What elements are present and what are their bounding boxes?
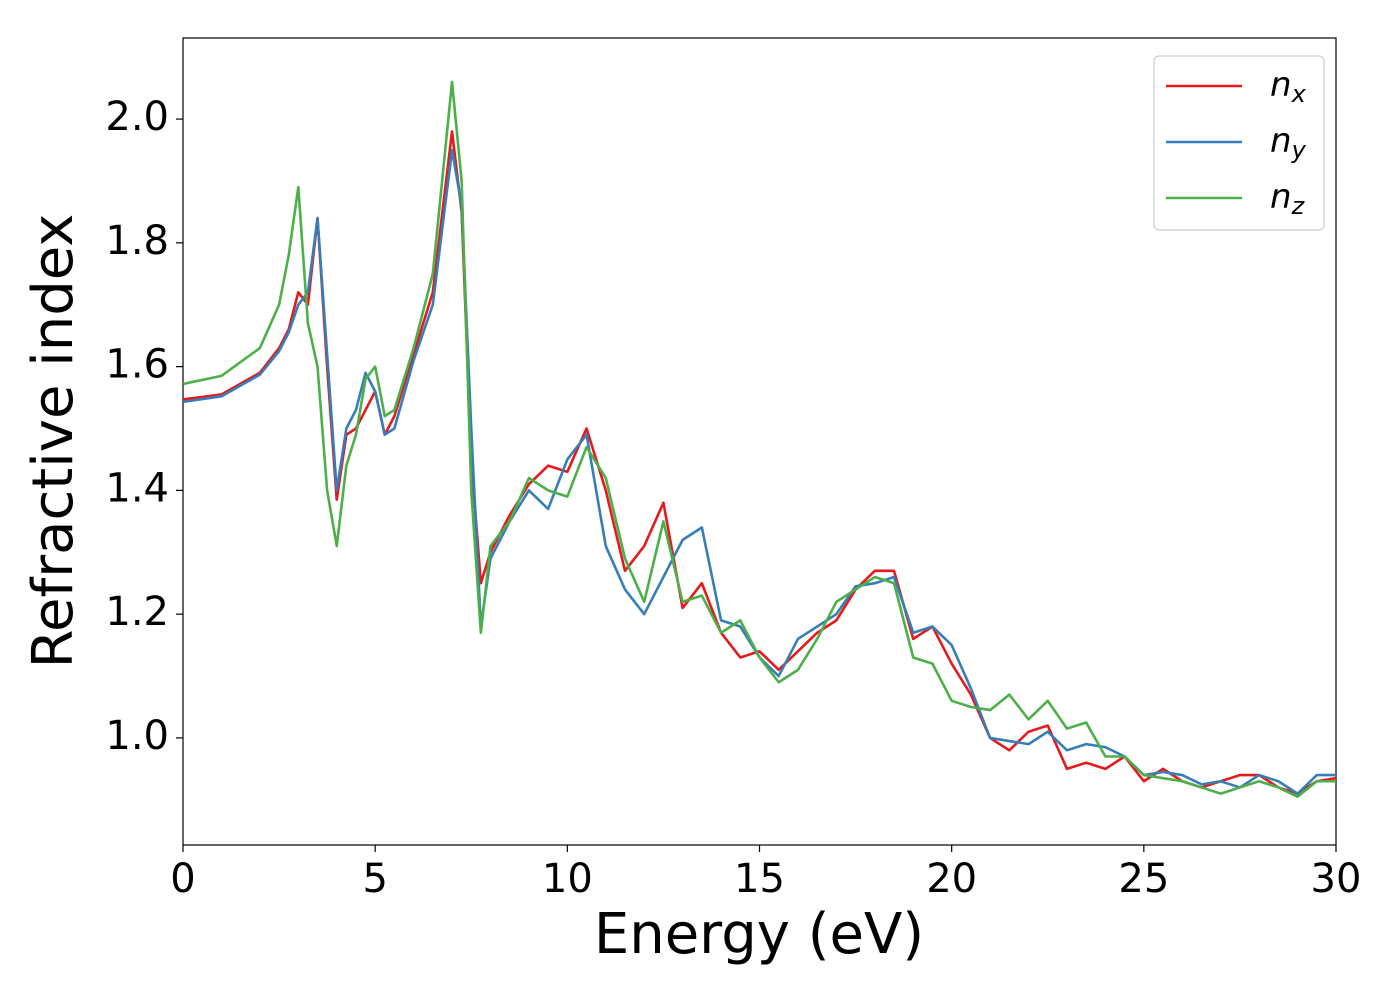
x-axis-label: Energy (eV) [594,902,924,967]
legend-label: ny [1270,121,1307,165]
legend-label: nz [1270,177,1306,221]
y-tick-label: 1.8 [105,218,169,264]
x-tick-label: 15 [734,856,785,902]
series-line [183,80,1336,799]
y-tick-label: 1.4 [105,465,169,511]
x-tick-label: 30 [1311,856,1362,902]
y-tick-label: 1.2 [105,589,169,635]
y-axis-label: Refractive index [21,214,86,669]
x-tick-label: 5 [362,856,387,902]
legend-label: nx [1270,65,1307,109]
x-tick-label: 10 [542,856,593,902]
y-tick-label: 1.0 [105,713,169,759]
x-tick-label: 25 [1118,856,1169,902]
x-tick-label: 0 [170,856,195,902]
series-line [183,148,1336,795]
y-tick-label: 2.0 [105,94,169,140]
x-tick-label: 20 [926,856,977,902]
series-line [183,130,1336,795]
y-tick-label: 1.6 [105,342,169,388]
